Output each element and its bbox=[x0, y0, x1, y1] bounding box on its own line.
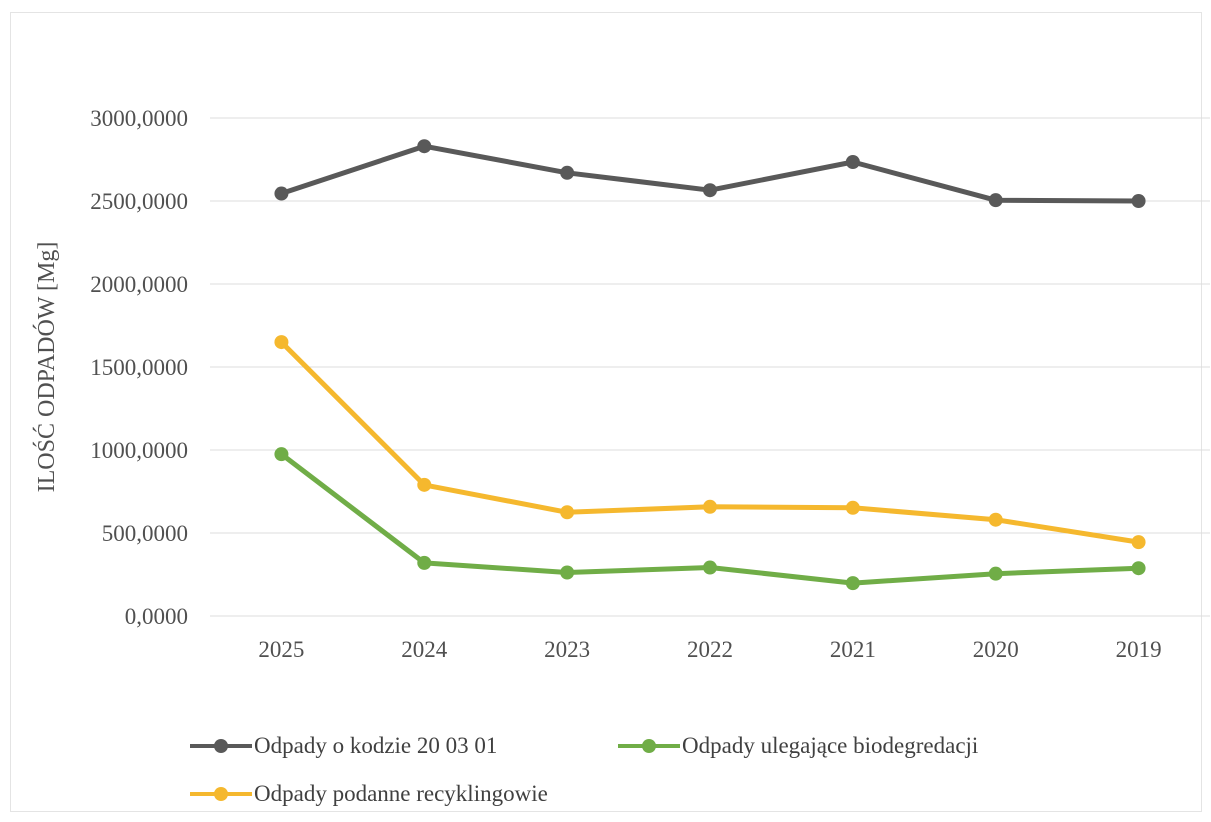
y-tick-label-3: 1500,0000 bbox=[90, 355, 188, 380]
x-tick-label-2025: 2025 bbox=[258, 637, 304, 662]
legend-marker-series-1 bbox=[190, 736, 252, 756]
x-tick-label-2024: 2024 bbox=[401, 637, 448, 662]
legend-item-series-3: Odpady podanne recyklingowie bbox=[190, 781, 548, 807]
y-axis-title: ILOŚĆ ODPADÓW [Mg] bbox=[33, 242, 60, 493]
legend-label-series-1: Odpady o kodzie 20 03 01 bbox=[254, 733, 498, 758]
legend-dot-series-2 bbox=[642, 739, 656, 753]
data-point-series-3-2024 bbox=[417, 477, 432, 492]
data-point-series-1-2024 bbox=[417, 139, 432, 154]
data-point-series-1-2025 bbox=[274, 186, 289, 201]
y-tick-label-5: 2500,0000 bbox=[90, 189, 188, 214]
data-point-series-3-2025 bbox=[274, 335, 289, 350]
x-tick-label-2022: 2022 bbox=[687, 637, 733, 662]
data-point-series-1-2023 bbox=[560, 165, 575, 180]
data-point-series-3-2019 bbox=[1131, 535, 1146, 550]
data-point-series-2-2022 bbox=[703, 560, 717, 575]
legend-label-series-3: Odpady podanne recyklingowie bbox=[254, 781, 548, 806]
y-tick-label-2: 1000,0000 bbox=[90, 438, 188, 463]
data-point-series-3-2020 bbox=[988, 512, 1003, 527]
x-tick-label-2023: 2023 bbox=[544, 637, 590, 662]
legend-marker-series-3 bbox=[190, 784, 252, 804]
legend-item-series-2: Odpady ulegające biodegredacji bbox=[618, 733, 978, 759]
x-tick-label-2019: 2019 bbox=[1116, 637, 1162, 662]
y-tick-label-0: 0,0000 bbox=[125, 604, 188, 629]
chart-legend: Odpady o kodzie 20 03 01 Odpady ulegając… bbox=[190, 725, 1190, 820]
legend-label-series-2: Odpady ulegające biodegredacji bbox=[682, 733, 979, 758]
x-tick-label-2020: 2020 bbox=[973, 637, 1019, 662]
line-chart: 0,0000 500,0000 1000,0000 1500,0000 2000,000… bbox=[33, 106, 1210, 662]
legend-dot-series-1 bbox=[214, 739, 228, 753]
x-tick-label-2021: 2021 bbox=[830, 637, 876, 662]
data-point-series-3-2021 bbox=[845, 500, 860, 515]
data-point-series-3-2022 bbox=[703, 499, 717, 514]
legend-marker-series-2 bbox=[618, 736, 680, 756]
data-point-series-2-2019 bbox=[1131, 561, 1146, 576]
y-tick-label-6: 3000,0000 bbox=[90, 106, 188, 131]
data-point-series-1-2019 bbox=[1131, 194, 1146, 208]
data-point-series-2-2024 bbox=[417, 555, 432, 570]
data-point-series-2-2020 bbox=[988, 566, 1003, 581]
data-point-series-1-2021 bbox=[845, 154, 860, 169]
legend-item-series-1: Odpady o kodzie 20 03 01 bbox=[190, 733, 497, 759]
chart-frame bbox=[10, 12, 1202, 812]
y-tick-label-1: 500,0000 bbox=[102, 521, 188, 546]
data-point-series-1-2022 bbox=[703, 183, 717, 198]
y-tick-label-4: 2000,0000 bbox=[90, 272, 188, 297]
legend-dot-series-3 bbox=[214, 787, 228, 801]
data-point-series-2-2023 bbox=[560, 565, 575, 580]
data-point-series-2-2021 bbox=[845, 576, 860, 591]
data-point-series-3-2023 bbox=[560, 505, 575, 520]
data-point-series-2-2025 bbox=[274, 447, 289, 462]
data-point-series-1-2020 bbox=[988, 193, 1003, 208]
